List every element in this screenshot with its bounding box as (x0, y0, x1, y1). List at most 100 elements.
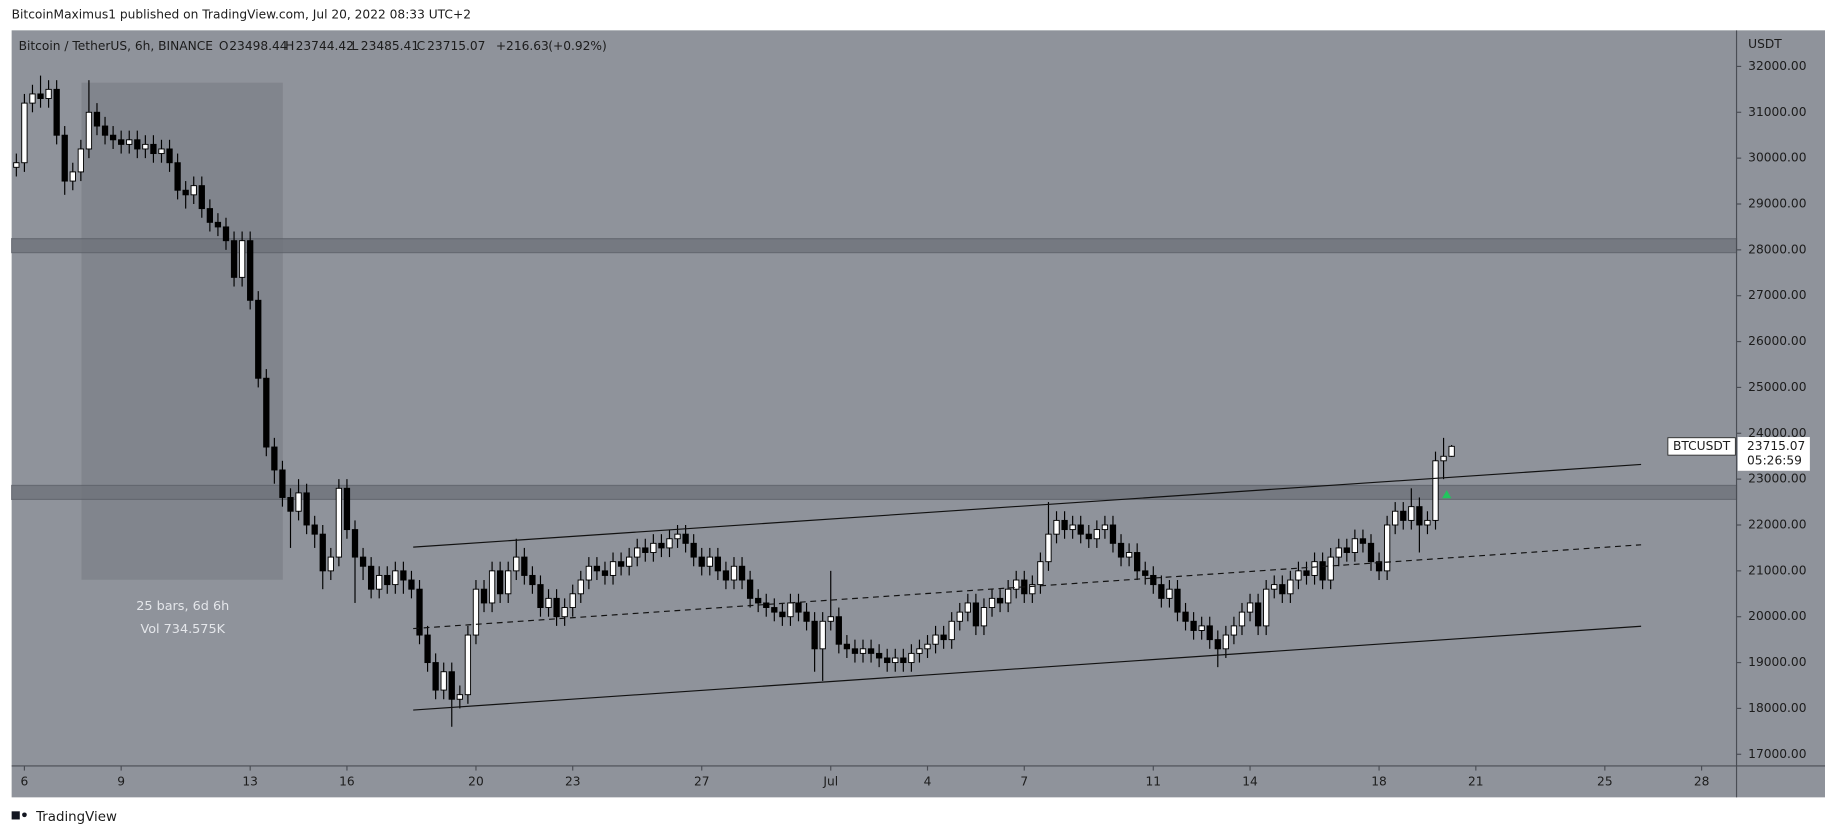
candle-body (247, 240, 254, 301)
candle-body (1351, 538, 1359, 553)
x-tick-label: 4 (924, 775, 932, 789)
candle-body (1053, 519, 1060, 535)
candle-body (892, 657, 899, 664)
candle-body (400, 570, 407, 581)
candle-body (472, 588, 480, 636)
candle-body (367, 565, 375, 590)
x-tick-label: 28 (1694, 775, 1710, 789)
candle-body (1319, 561, 1326, 581)
candle-body (746, 579, 754, 599)
candle-body (464, 634, 472, 696)
logo-mark (11, 811, 20, 820)
candle-body (448, 671, 455, 700)
candle-body (1158, 584, 1165, 599)
candle-body (311, 524, 318, 535)
candle-body (206, 208, 214, 223)
x-tick-label: Jul (822, 775, 838, 789)
candle-body (93, 111, 101, 127)
candle-body (488, 570, 496, 604)
legend-high: 23744.42 (296, 39, 354, 53)
candle-body (577, 579, 584, 595)
x-tick-label: 6 (21, 775, 29, 789)
candle-body (505, 570, 512, 595)
x-tick-label: 9 (117, 775, 125, 789)
y-tick-label: 19000.00 (1748, 655, 1806, 669)
candle-body (1117, 542, 1125, 558)
candles (13, 75, 1455, 727)
candle-body (1190, 620, 1197, 631)
candle-body (21, 102, 28, 164)
y-tick-label: 26000.00 (1748, 334, 1806, 348)
footer-brand: TradingView (35, 810, 117, 825)
candle-body (714, 556, 722, 572)
candle-body (1400, 510, 1407, 521)
candle-body (924, 643, 931, 650)
symbol-tag (1667, 437, 1736, 456)
candle-body (561, 607, 568, 618)
candle-body (392, 570, 399, 586)
candle-body (271, 446, 278, 471)
legend-close: 23715.07 (427, 39, 485, 53)
symbol-label: BTCUSDT (1673, 439, 1731, 453)
candle-body (1246, 602, 1254, 613)
candle-body (843, 643, 851, 650)
candle-body (585, 565, 592, 581)
candle-body (795, 602, 802, 613)
candle-body (1254, 602, 1262, 627)
candle-body (972, 602, 980, 627)
x-tick-label: 18 (1371, 775, 1387, 789)
y-tick-label: 18000.00 (1748, 701, 1806, 715)
candle-body (424, 634, 431, 664)
legend-letter: O (219, 39, 229, 53)
candle-body (1295, 570, 1302, 581)
candle-body (1037, 561, 1044, 586)
candle-body (1383, 524, 1391, 572)
candle-body (222, 226, 230, 242)
candle-body (238, 240, 246, 278)
x-tick-label: 7 (1020, 775, 1028, 789)
resistance-zone (11, 238, 1738, 254)
candle-body (1408, 506, 1415, 521)
x-tick-label: 16 (339, 775, 355, 789)
candle-body (827, 616, 834, 622)
legend-open: 23498.44 (229, 39, 288, 53)
candle-body (1174, 588, 1181, 613)
candle-body (771, 607, 778, 613)
candle-body (650, 542, 657, 553)
candle-body (738, 565, 746, 581)
candle-body (529, 574, 536, 586)
candle-body (988, 597, 996, 609)
candle-body (408, 579, 415, 590)
candle-body (569, 593, 576, 609)
last-price-box (1737, 437, 1810, 471)
x-tick-label: 25 (1597, 775, 1613, 789)
candle-body (118, 139, 125, 145)
publisher-line: BitcoinMaximus1 published on TradingView… (12, 8, 471, 22)
legend-letter: H (285, 39, 294, 53)
y-tick-label: 17000.00 (1748, 747, 1806, 761)
candle-body (480, 588, 488, 604)
candle-body (1279, 584, 1286, 595)
support-zone (11, 484, 1738, 500)
x-tick-label: 20 (468, 775, 484, 789)
measure-box (81, 82, 283, 580)
candle-body (593, 565, 601, 572)
y-tick-label: 29000.00 (1748, 196, 1806, 210)
candle-body (45, 88, 52, 99)
candle-body (779, 611, 786, 618)
candle-body (1271, 584, 1278, 590)
candle-body (884, 657, 891, 664)
candle-body (279, 469, 286, 498)
candle-body (1069, 524, 1076, 531)
x-tick-label: 14 (1242, 775, 1258, 789)
candle-body (335, 487, 343, 558)
y-tick-label: 28000.00 (1748, 242, 1806, 256)
candle-body (730, 565, 738, 581)
candle-body (1077, 524, 1084, 535)
x-tick-label: 23 (565, 775, 581, 789)
candle-body (198, 185, 205, 210)
candle-body (287, 497, 294, 512)
candle-body (1287, 579, 1294, 595)
y-tick-label: 30000.00 (1748, 151, 1806, 165)
